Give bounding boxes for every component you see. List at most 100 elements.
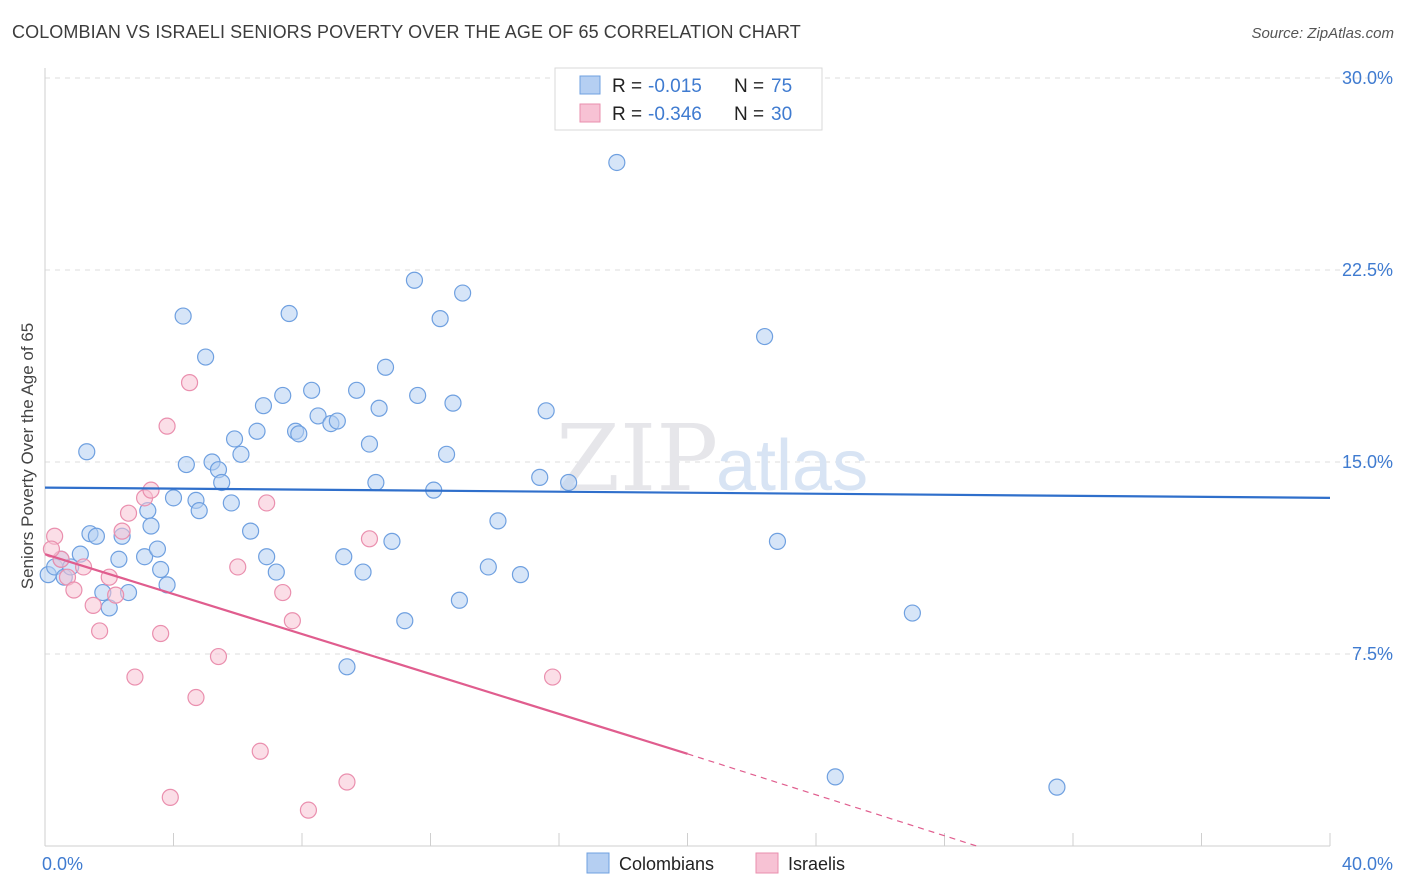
chart-title: COLOMBIAN VS ISRAELI SENIORS POVERTY OVE…: [12, 22, 801, 42]
bottom-legend-label-colombians: Colombians: [619, 854, 714, 874]
colombians-point: [348, 381, 366, 399]
israelis-points: [42, 374, 562, 819]
israelis-point: [107, 586, 125, 604]
colombians-point: [454, 284, 472, 302]
bottom-legend-label-israelis: Israelis: [788, 854, 845, 874]
israelis-point: [91, 622, 109, 640]
colombians-point: [444, 394, 462, 412]
colombians-point: [290, 425, 308, 443]
israelis-point: [299, 801, 318, 819]
legend-n-label-israelis: N =: [734, 104, 764, 125]
israelis-point: [360, 530, 379, 548]
x-tick-label-max: 40.0%: [1342, 854, 1393, 874]
legend-r-label-israelis: R =: [612, 104, 642, 125]
colombians-point: [174, 307, 192, 325]
y-tick-label: 15.0%: [1342, 452, 1393, 472]
colombians-point: [354, 563, 372, 581]
israelis-point: [113, 522, 131, 540]
colombians-point: [148, 540, 167, 558]
israelis-point: [187, 688, 205, 707]
colombians-point: [450, 591, 469, 609]
y-tick-labels: 7.5% 15.0% 22.5% 30.0%: [1342, 68, 1393, 664]
colombians-point: [78, 443, 96, 461]
colombians-point: [409, 386, 427, 405]
colombians-point: [225, 430, 244, 448]
israelis-point: [229, 558, 247, 576]
colombians-point: [405, 271, 424, 289]
colombians-point: [768, 532, 787, 550]
colombians-point: [489, 512, 507, 530]
colombians-point: [328, 412, 346, 430]
colombians-point: [152, 560, 170, 579]
israelis-trend-line: [44, 553, 688, 755]
israelis-point: [126, 668, 144, 686]
colombians-point: [164, 489, 183, 507]
x-tick-label-min: 0.0%: [42, 854, 83, 874]
colombians-point: [335, 548, 353, 566]
colombians-point: [87, 527, 106, 545]
colombians-point: [197, 348, 215, 366]
colombians-point: [142, 517, 160, 535]
colombians-point: [383, 532, 401, 550]
legend-n-value-colombians: 75: [771, 76, 792, 97]
colombians-point: [309, 407, 327, 425]
watermark-zip-text: ZIP: [556, 405, 718, 512]
israelis-point: [158, 417, 176, 435]
legend-r-value-israelis: -0.346: [648, 104, 702, 125]
colombians-point: [367, 473, 385, 492]
legend-swatch-israelis: [579, 103, 601, 123]
legend-n-label-colombians: N =: [734, 76, 764, 97]
colombians-point: [479, 558, 497, 576]
colombians-point: [232, 445, 250, 463]
bottom-legend-swatch-israelis: [755, 852, 779, 874]
colombians-point: [903, 604, 921, 622]
colombians-point: [254, 397, 273, 415]
israelis-point: [283, 612, 301, 630]
israelis-point: [180, 374, 199, 392]
colombians-point: [242, 522, 260, 540]
legend-swatch-colombians: [579, 75, 601, 95]
y-axis-label: Seniors Poverty Over the Age of 65: [18, 323, 37, 589]
y-tick-label: 22.5%: [1342, 260, 1393, 280]
colombians-point: [338, 658, 356, 676]
colombians-point: [431, 310, 449, 328]
colombians-point: [190, 502, 208, 520]
colombians-point: [531, 468, 549, 486]
colombians-trend-line: [44, 486, 1331, 499]
colombians-point: [303, 381, 321, 399]
colombians-point: [396, 612, 414, 630]
colombians-point: [511, 566, 530, 584]
israelis-point: [338, 773, 356, 791]
israelis-point: [251, 742, 269, 760]
x-ticks: [173, 833, 1331, 846]
israelis-point: [119, 504, 138, 522]
israelis-point: [274, 583, 292, 602]
legend: R = -0.015 N = 75 R = -0.346 N = 30: [554, 67, 823, 131]
y-tick-label: 7.5%: [1352, 644, 1393, 664]
colombians-point: [280, 304, 298, 323]
colombians-point: [437, 445, 456, 463]
y-tick-label: 30.0%: [1342, 68, 1393, 88]
legend-r-value-colombians: -0.015: [648, 76, 702, 97]
colombians-point: [267, 563, 285, 581]
colombians-point: [258, 548, 276, 566]
bottom-legend-swatch-colombians: [586, 852, 610, 874]
bottom-legend: Colombians Israelis: [586, 852, 845, 874]
colombians-point: [177, 455, 195, 474]
colombians-point: [376, 358, 395, 376]
israelis-point: [65, 581, 83, 599]
colombians-point: [274, 386, 292, 405]
israelis-point: [161, 788, 179, 806]
colombians-point: [1048, 778, 1066, 796]
israelis-point: [142, 481, 160, 499]
chart-source: Source: ZipAtlas.com: [1251, 25, 1394, 42]
colombians-point: [248, 422, 266, 440]
colombians-point: [560, 473, 578, 492]
israelis-point: [84, 596, 102, 614]
israelis-trend-extension: [687, 753, 977, 847]
colombians-point: [537, 402, 555, 420]
legend-r-label-colombians: R =: [612, 76, 642, 97]
israelis-point: [258, 494, 276, 512]
colombians-point: [755, 327, 774, 346]
colombians-points: [39, 153, 1066, 796]
